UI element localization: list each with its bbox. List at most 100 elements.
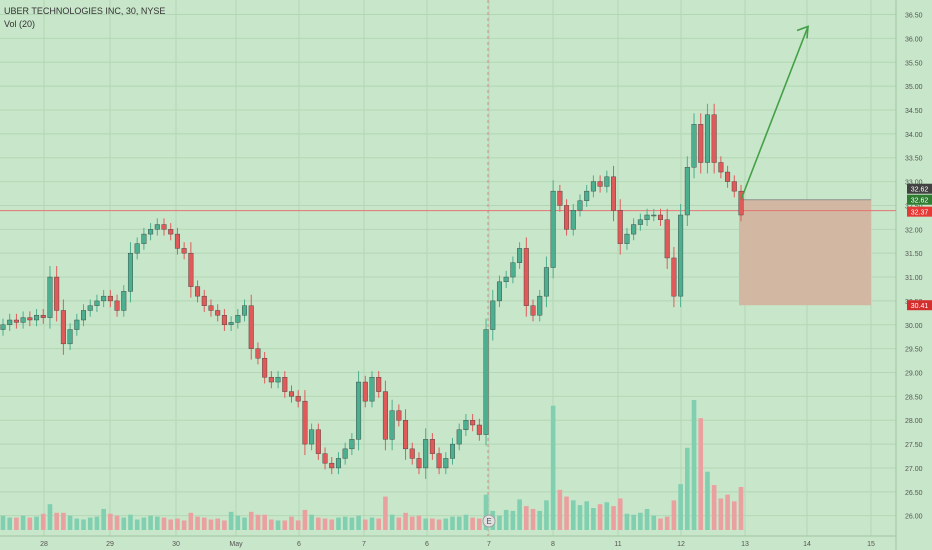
volume-bar [624,513,630,530]
candle-body [262,357,268,378]
candle-body [550,190,556,268]
x-tick-label: 28 [40,541,48,548]
volume-indicator-label: Vol (20) [4,19,36,29]
volume-bar [67,515,73,530]
volume-bar [222,520,227,530]
x-tick-label: 6 [297,541,301,548]
volume-bar [356,515,361,530]
volume-bar [691,400,697,530]
volume-bar [671,500,677,530]
volume-bar [108,513,113,530]
candle-body [483,329,489,435]
candle-body [597,181,603,187]
volume-bar [537,510,543,530]
x-tick-label: 30 [172,541,180,548]
candle-body [369,377,375,402]
x-tick-label: 12 [677,541,685,548]
volume-bar [376,518,382,530]
volume-bar [302,509,308,530]
candle-body [624,233,630,244]
candle-body [604,176,610,187]
x-tick-label: 7 [362,541,366,548]
candle-body [590,181,596,192]
candle-body [195,286,201,297]
candle-body [664,219,670,259]
candle-body [362,381,368,402]
volume-bar [409,516,415,530]
volume-bar [54,512,59,530]
candle-body [731,181,737,192]
volume-bar [168,519,174,530]
volume-bar [731,501,737,530]
volume-bar [329,519,335,530]
volume-bar [430,518,435,530]
earnings-event-label: E [486,517,491,526]
candle-body [657,214,663,220]
volume-bar [295,520,301,530]
candle-body [349,439,355,450]
volume-bar [443,518,449,530]
volume-bar [396,517,402,530]
chart-legend: UBER TECHNOLOGIES INC, 30, NYSE Vol (20) [4,5,165,31]
volume-bar [711,485,717,530]
stop-price-badge-bg [907,206,932,217]
candle-body [704,114,710,163]
x-tick-label: 13 [741,541,749,548]
volume-bar [336,517,341,530]
volume-bar [463,514,469,530]
volume-bar [698,418,704,530]
candle-body [691,124,697,168]
candle-body [188,252,194,287]
volume-bar [557,489,563,530]
candle-body [637,219,643,225]
candle-body [208,305,214,311]
target-price-badge: 30.41 [911,303,929,310]
candle-body [725,171,731,182]
candle-body [711,114,717,163]
candle-body [470,420,476,426]
candle-body [7,319,13,325]
volume-bar [664,516,670,530]
volume-bar [436,519,442,530]
candle-body [564,205,570,230]
volume-bar [141,517,147,530]
y-tick-label: 29.00 [905,371,923,378]
volume-bar [275,520,281,530]
y-tick-label: 26.00 [905,514,923,521]
candle-body [671,257,677,297]
y-tick-label: 27.00 [905,466,923,473]
candle-body [698,124,704,163]
y-tick-label: 26.50 [905,490,923,497]
volume-bar [114,515,120,530]
earnings-event-marker [482,514,496,528]
volume-bar [584,501,589,530]
y-tick-label: 31.50 [905,251,923,258]
candle-body [436,453,442,469]
candle-body [168,229,174,235]
y-tick-label: 30.00 [905,323,923,330]
volume-bar [530,508,536,530]
volume-bar [14,517,19,530]
candle-body [490,300,496,330]
candle-body [450,443,456,459]
volume-bar [718,498,724,530]
candle-body [315,429,321,454]
y-tick-label: 32.00 [905,227,923,234]
volume-bar [658,518,663,530]
volume-bar [604,502,610,530]
volume-bar [517,499,522,530]
candle-body [148,229,154,235]
volume-bar [0,515,6,530]
candle-body [557,190,563,206]
candle-body [275,377,281,383]
volume-bar [316,517,321,530]
candle-body [13,319,19,323]
volume-bar [20,515,26,530]
volume-bar [685,447,690,530]
candle-body [114,300,120,311]
volume-bar [161,517,167,530]
volume-bar [349,517,355,530]
candle-body [523,248,529,306]
y-tick-label: 36.50 [905,13,923,20]
volume-bar [215,518,220,530]
